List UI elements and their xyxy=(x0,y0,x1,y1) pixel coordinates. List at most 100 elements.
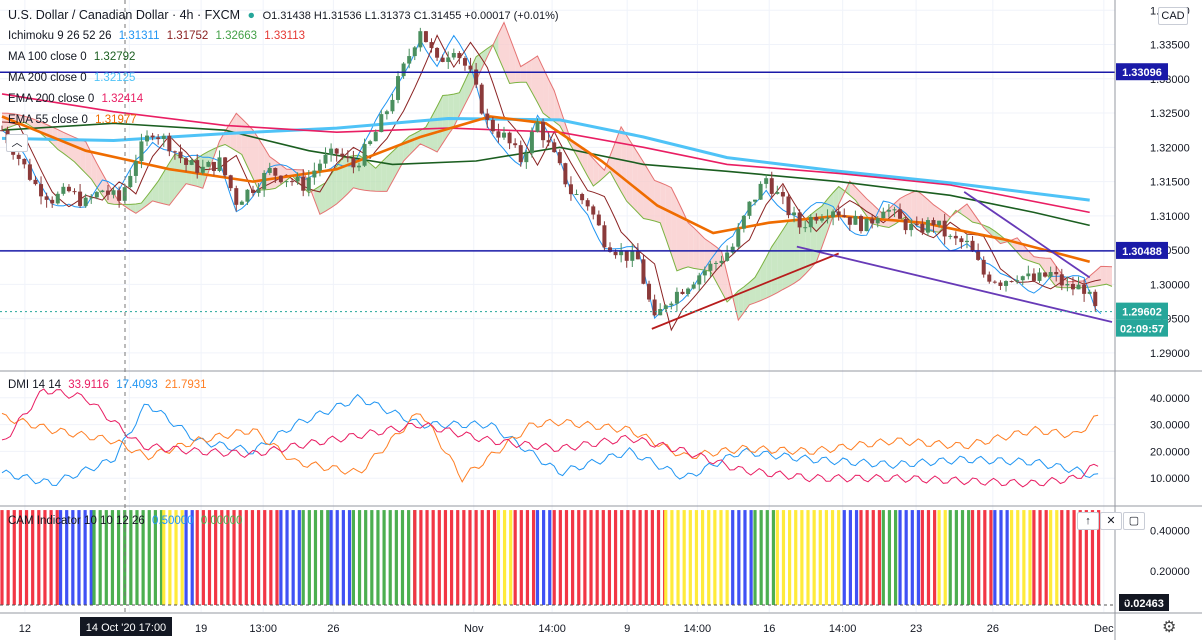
candle-body xyxy=(981,259,986,275)
cloud-segment xyxy=(24,116,30,126)
cam-bar xyxy=(613,510,618,605)
cam-bar xyxy=(670,510,674,605)
settings-gear-icon[interactable]: ⚙ xyxy=(1162,619,1177,636)
legend-ichimoku[interactable]: Ichimoku 9 26 52 26 1.31311 1.31752 1.32… xyxy=(8,30,305,42)
cam-bar xyxy=(794,510,798,605)
cloud-segment xyxy=(671,187,677,271)
price-axis-label: 1.30488 xyxy=(1122,246,1162,258)
candle-body xyxy=(803,227,808,229)
candle-body xyxy=(368,141,373,145)
candle-body xyxy=(568,184,573,195)
candle-body xyxy=(312,170,317,178)
close-pane-button[interactable]: ✕ xyxy=(1100,512,1122,530)
cam-bar xyxy=(638,510,642,605)
candle-body xyxy=(245,189,250,202)
cam-bar xyxy=(347,510,352,605)
collapse-legend-button[interactable]: ︿ xyxy=(6,134,28,152)
legend-dmi[interactable]: DMI 14 14 33.9116 17.4093 21.7931 xyxy=(8,379,207,391)
candle-body xyxy=(407,56,412,64)
candle-body xyxy=(959,238,964,243)
candle-body xyxy=(384,111,389,115)
cam-bar xyxy=(513,510,517,605)
price-tick-label: 1.32000 xyxy=(1150,142,1190,154)
candle-body xyxy=(529,131,534,154)
cam-bar xyxy=(269,510,273,605)
cloud-segment xyxy=(621,126,627,202)
time-tick-label: 14:00 xyxy=(684,623,712,635)
cam-bar xyxy=(818,510,822,605)
cam-bar xyxy=(425,510,429,605)
cam-bar xyxy=(147,510,151,605)
candle-body xyxy=(886,209,891,212)
candle-body xyxy=(256,189,261,193)
candle-body xyxy=(78,191,83,206)
cloud-segment xyxy=(782,221,789,290)
cam-bar xyxy=(195,510,199,605)
cloud-segment xyxy=(180,156,187,191)
move-pane-up-button[interactable]: ↑ xyxy=(1077,512,1099,530)
cam-bar xyxy=(926,510,931,605)
cam-bar xyxy=(967,510,971,605)
candle-body xyxy=(937,220,942,226)
candle-body xyxy=(373,132,378,142)
cloud-segment xyxy=(855,187,861,208)
cam-bar xyxy=(1055,510,1059,605)
candle-body xyxy=(992,281,997,283)
candle-body xyxy=(66,186,71,192)
cam-bar xyxy=(468,510,472,605)
candle-body xyxy=(591,206,596,215)
legend-ma100[interactable]: MA 100 close 0 1.32792 xyxy=(8,51,136,63)
cam-bar xyxy=(589,510,593,605)
candle-body xyxy=(864,218,869,232)
candle-body xyxy=(546,140,551,143)
cloud-segment xyxy=(531,56,538,103)
cam-bar xyxy=(376,510,380,605)
legend-ma200[interactable]: MA 200 close 0 1.32125 xyxy=(8,72,136,84)
candle-body xyxy=(630,250,635,261)
candle-body xyxy=(652,299,657,316)
candle-body xyxy=(172,151,177,153)
cam-bar xyxy=(1060,510,1064,605)
candle-body xyxy=(502,132,507,138)
cloud-segment xyxy=(548,79,555,122)
cloud-segment xyxy=(370,163,376,192)
cam-bar xyxy=(1072,510,1076,605)
candle-body xyxy=(44,196,49,200)
candle-body xyxy=(680,291,685,294)
cam-bar xyxy=(920,510,924,605)
legend-ema200[interactable]: EMA 200 close 0 1.32414 xyxy=(8,93,144,105)
cam-bar xyxy=(190,510,194,605)
cloud-segment xyxy=(174,154,181,198)
cam-bar xyxy=(226,510,230,605)
candle-body xyxy=(451,53,456,58)
candle-body xyxy=(825,217,830,219)
maximize-pane-button[interactable]: ▢ xyxy=(1123,512,1145,530)
cloud-segment xyxy=(738,286,744,321)
candle-body xyxy=(607,247,612,252)
cam-bar xyxy=(564,510,569,605)
candle-body xyxy=(423,31,428,43)
cam-bar xyxy=(1090,510,1095,605)
candle-body xyxy=(239,201,244,205)
candle-body xyxy=(356,165,361,168)
candle-body xyxy=(976,251,981,260)
cloud-segment xyxy=(626,135,633,207)
dmi-line-2 xyxy=(1,388,1099,488)
candle-body xyxy=(362,144,367,166)
legend-cam[interactable]: CAM Indicator 10 10 12 26 0.50000 0.0000… xyxy=(8,515,243,527)
candle-body xyxy=(1065,283,1070,286)
cloud-segment xyxy=(593,158,599,187)
cloud-segment xyxy=(515,51,521,83)
candle-body xyxy=(1009,281,1014,283)
cam-bar xyxy=(577,510,581,605)
candle-body xyxy=(262,172,267,190)
candle-body xyxy=(401,63,406,77)
horizontal-lines[interactable] xyxy=(0,71,1115,330)
candle-body xyxy=(1087,291,1092,294)
legend-ema55[interactable]: EMA 55 close 0 1.31977 xyxy=(8,114,137,126)
currency-button[interactable]: CAD xyxy=(1158,7,1188,25)
candle-body xyxy=(574,194,579,196)
indicator-lines xyxy=(1,21,1113,332)
market-status-dot: ● xyxy=(247,8,256,22)
